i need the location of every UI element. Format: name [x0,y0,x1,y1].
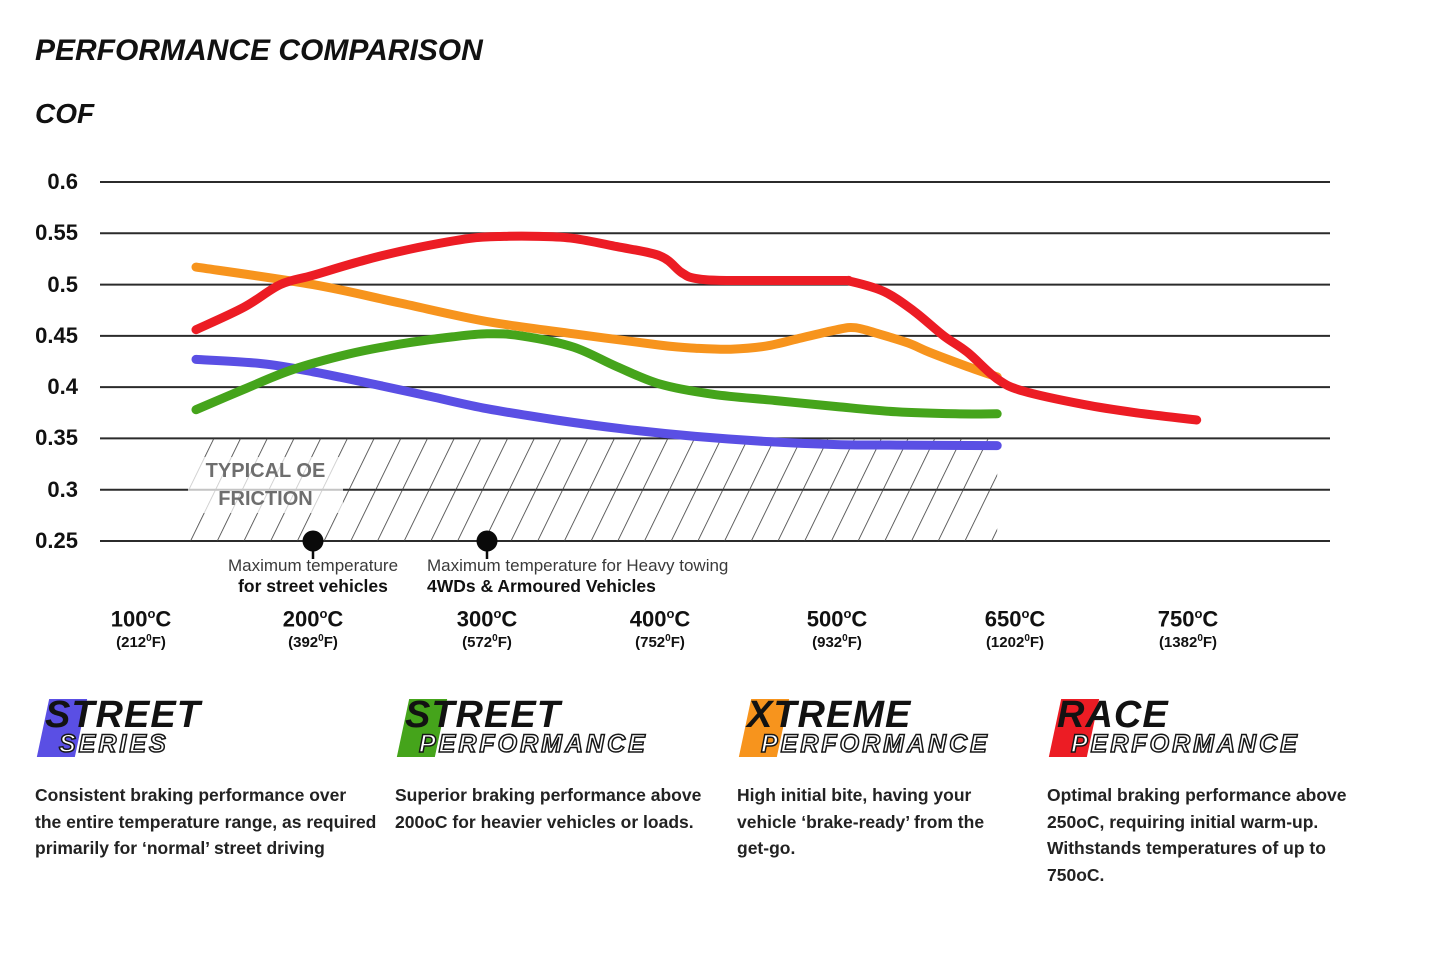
race-performance-logo: RACE PERFORMANCE [1047,694,1369,762]
marker-note-street: Maximum temperature for street vehicles [163,556,463,596]
series-race-performance [191,231,1202,425]
logo-word1: RACE [1057,694,1169,736]
page-title: PERFORMANCE COMPARISON [35,34,483,67]
legend-race-performance: RACE PERFORMANCE Optimal braking perform… [1047,694,1369,888]
x-tick-label: 200oC (3920F) [238,606,388,651]
legend-street-performance: STREET PERFORMANCE Superior braking perf… [395,694,730,835]
marker-note-line1: Maximum temperature for Heavy towing [427,556,729,575]
series-street-series [191,354,1002,451]
x-tick-celsius: 100oC [110,606,172,632]
street-performance-logo: STREET PERFORMANCE [395,694,730,762]
y-tick-label: 0.4 [47,374,78,400]
x-tick-label: 100oC (2120F) [66,606,216,651]
x-tick-fahrenheit: (9320F) [812,633,862,652]
x-tick-celsius: 650oC [984,606,1046,632]
y-tick-label: 0.25 [35,528,78,553]
x-tick-celsius: 750oC [1157,606,1219,632]
logo-word1: STREET [45,694,201,736]
logo-word1: STREET [405,694,561,736]
logo-word2: PERFORMANCE [1070,730,1300,758]
y-tick-label: 0.45 [35,322,78,348]
marker-note-towing: Maximum temperature for Heavy towing 4WD… [427,556,757,596]
y-tick-label: 0.35 [35,425,78,451]
legend-description: Optimal braking performance above 250oC,… [1047,785,1347,885]
x-tick-fahrenheit: (5720F) [462,633,512,652]
marker-note-line2: 4WDs & Armoured Vehicles [427,576,656,596]
logo-word1: XTREME [747,694,912,736]
x-tick-fahrenheit: (7520F) [635,633,685,652]
marker-note-line1: Maximum temperature [227,556,399,575]
band-label-line1: TYPICAL OE [205,460,326,482]
x-tick-fahrenheit: (2120F) [116,633,166,652]
series-curves [191,231,1202,451]
y-tick-label: 0.6 [47,169,78,194]
x-tick-fahrenheit: (3920F) [288,633,338,652]
x-tick-celsius: 300oC [456,606,518,632]
logo-word2: PERFORMANCE [760,730,990,758]
logo-word2: PERFORMANCE [418,730,648,758]
logo-word2: SERIES [58,730,169,758]
x-tick-label: 400oC (7520F) [585,606,735,651]
marker-note-line2: for street vehicles [238,576,388,596]
y-axis-title: COF [35,98,95,129]
legend-description: Superior braking performance above 200oC… [395,785,702,832]
y-tick-label: 0.3 [47,476,78,502]
legend-description: High initial bite, having your vehicle ‘… [737,785,985,859]
legend-street-series: STREET SERIES Consistent braking perform… [35,694,377,862]
street-series-logo: STREET SERIES [35,694,377,762]
series-xtreme-performance [191,262,1002,382]
x-tick-fahrenheit: (12020F) [985,633,1045,652]
x-tick-celsius: 400oC [629,606,691,632]
legend-xtreme-performance: XTREME PERFORMANCE High initial bite, ha… [737,694,1015,862]
band-label-line2: FRICTION [218,488,313,510]
y-tick-label: 0.55 [35,220,78,246]
x-tick-label: 500oC (9320F) [762,606,912,651]
temperature-markers [302,530,498,559]
typical-oe-friction-label: TYPICAL OE FRICTION [188,457,343,513]
legend-description: Consistent braking performance over the … [35,785,377,859]
x-tick-label: 300oC (5720F) [412,606,562,651]
x-tick-celsius: 200oC [282,606,344,632]
series-street-performance [191,329,1002,419]
x-tick-label: 650oC (12020F) [940,606,1090,651]
x-tick-celsius: 500oC [806,606,868,632]
y-tick-label: 0.5 [47,271,78,297]
xtreme-performance-logo: XTREME PERFORMANCE [737,694,1015,762]
x-tick-label: 750oC (13820F) [1113,606,1263,651]
x-tick-fahrenheit: (13820F) [1158,633,1218,652]
